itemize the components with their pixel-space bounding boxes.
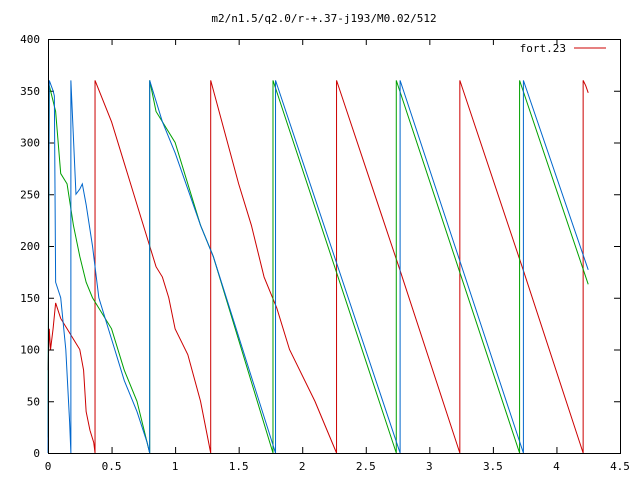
x-tick-label: 1 (172, 460, 179, 473)
y-tick-label: 250 (20, 188, 40, 201)
axis-ticks: 0 0.5 1 1.5 2 2.5 3 3.5 4 4.5 0 50 100 150 200 250 300 35… (20, 33, 630, 473)
chart-title: m2/n1.5/q2.0/r-+.37-j193/M0.02/512 (211, 12, 436, 25)
y-tick-label: 350 (20, 85, 40, 98)
x-tick-label: 4 (553, 460, 560, 473)
y-tick-label: 50 (27, 395, 40, 408)
x-tick-label: 2 (299, 460, 306, 473)
x-tick-label: 2.5 (356, 460, 376, 473)
series-layer (47, 80, 589, 454)
x-tick-label: 0 (45, 460, 52, 473)
legend: fort.23 (520, 42, 606, 55)
series-line-1 (47, 80, 589, 454)
x-tick-label: 1.5 (229, 460, 249, 473)
x-tick-label: 3 (426, 460, 433, 473)
legend-label-fort23: fort.23 (520, 42, 566, 55)
y-tick-label: 150 (20, 292, 40, 305)
series-line-2 (47, 80, 589, 454)
y-tick-label: 300 (20, 137, 40, 150)
x-tick-label: 0.5 (102, 460, 122, 473)
x-tick-label: 4.5 (610, 460, 630, 473)
series-line-3 (47, 80, 589, 454)
y-tick-label: 400 (20, 33, 40, 46)
x-tick-label: 3.5 (483, 460, 503, 473)
plot-frame (48, 39, 621, 454)
y-tick-label: 0 (33, 447, 40, 460)
y-tick-label: 100 (20, 344, 40, 357)
y-tick-label: 200 (20, 240, 40, 253)
